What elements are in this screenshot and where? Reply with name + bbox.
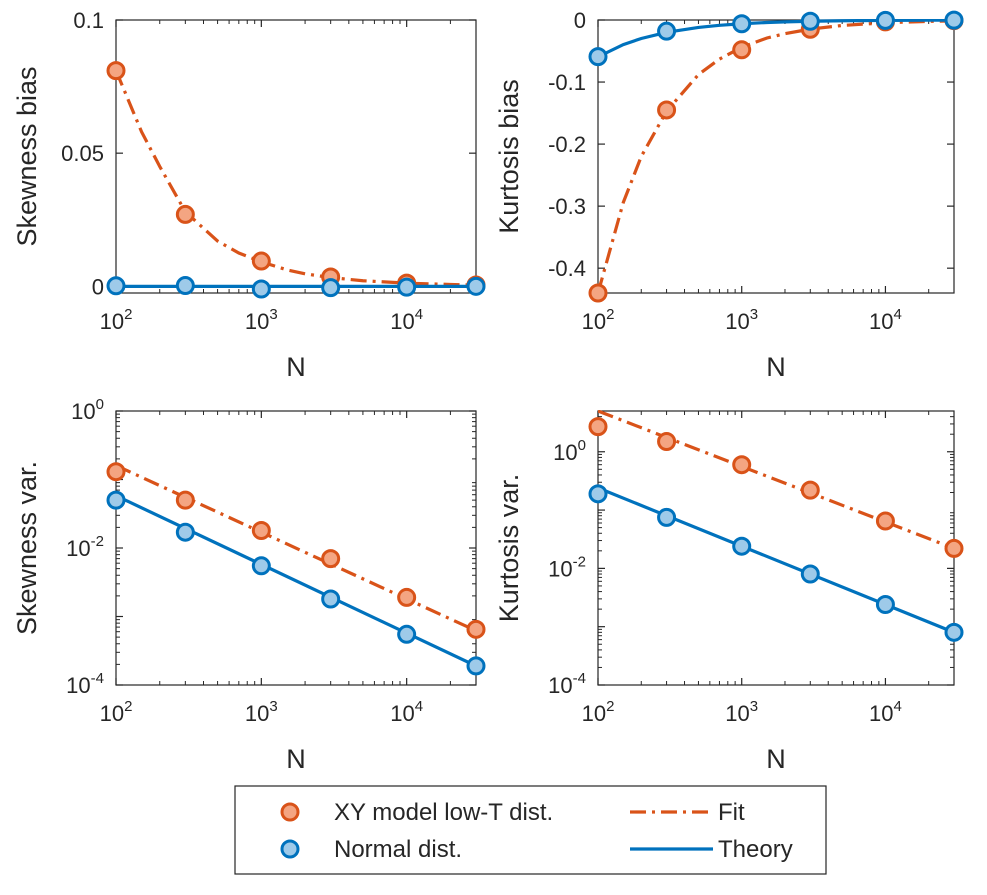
kurt-bias-xlabel: N	[766, 352, 786, 382]
xy-model-point	[251, 251, 271, 271]
normal-dist-point	[732, 14, 752, 34]
legend-xy-label: XY model low-T dist.	[334, 799, 553, 826]
y-tick-label: 10-2	[548, 553, 586, 581]
legend-box	[234, 785, 827, 875]
legend-theory-label: Theory	[718, 836, 793, 863]
normal-dist-point	[251, 556, 271, 576]
x-tick-label: 103	[245, 698, 278, 726]
y-tick-label: 0	[92, 274, 104, 299]
normal-dist-point	[321, 278, 341, 298]
normal-dist-point	[875, 595, 895, 615]
xy-model-point	[251, 521, 271, 541]
x-tick-label: 103	[245, 306, 278, 334]
x-tick-label: 102	[100, 698, 133, 726]
y-tick-label: -0.1	[548, 70, 586, 95]
skew-bias-xlabel: N	[286, 352, 306, 382]
normal-dist-point	[466, 276, 486, 296]
normal-dist-point	[175, 522, 195, 542]
skew-bias-axes-box	[115, 19, 477, 294]
normal-dist-point	[657, 21, 677, 41]
kurt-var-panel: 102 103 104 10-4 10-2 100 N Kurtosis var.	[494, 410, 964, 774]
normal-dist-point	[251, 279, 271, 299]
kurt-var-axes-box	[597, 410, 955, 686]
xy-model-point	[800, 480, 820, 500]
theory-line	[598, 19, 954, 59]
skew-var-xlabel: N	[286, 744, 306, 774]
xy-model-point	[397, 587, 417, 607]
skew-bias-panel: 102 103 104 0 0.05 0.1 N Skewness bias	[12, 8, 486, 382]
kurt-bias-ylabel: Kurtosis bias	[494, 79, 524, 234]
y-tick-label: 0.1	[73, 8, 104, 33]
y-tick-label: 10-4	[66, 670, 104, 698]
xy-model-point	[657, 100, 677, 120]
legend-xy-marker	[280, 802, 300, 822]
x-tick-label: 103	[725, 698, 758, 726]
fit-line	[116, 464, 476, 633]
kurt-bias-panel: 102 103 104 0 -0.1 -0.2 -0.3 -0.4 N Kurtosis bias	[494, 8, 964, 382]
normal-dist-point	[944, 622, 964, 642]
legend-normal-marker	[280, 839, 300, 859]
normal-dist-point	[175, 276, 195, 296]
legend-normal-label: Normal dist.	[334, 836, 462, 863]
y-tick-label: 0	[574, 8, 586, 33]
normal-dist-point	[106, 276, 126, 296]
normal-dist-point	[466, 656, 486, 676]
xy-model-point	[875, 511, 895, 531]
xy-model-point	[944, 538, 964, 558]
normal-dist-point	[321, 589, 341, 609]
xy-model-point	[106, 61, 126, 81]
normal-dist-point	[588, 47, 608, 67]
normal-dist-point	[732, 536, 752, 556]
legend: XY model low-T dist. Normal dist. Fit Th…	[234, 785, 827, 875]
normal-dist-point	[397, 624, 417, 644]
xy-model-point	[657, 431, 677, 451]
xy-model-point	[106, 462, 126, 482]
y-tick-label: -0.2	[548, 132, 586, 157]
xy-model-point	[175, 204, 195, 224]
skew-bias-ylabel: Skewness bias	[12, 66, 42, 246]
normal-dist-point	[657, 507, 677, 527]
y-tick-label: 10-4	[548, 670, 586, 698]
x-tick-label: 102	[582, 306, 615, 334]
normal-dist-point	[875, 10, 895, 30]
y-tick-label: -0.3	[548, 194, 586, 219]
x-tick-label: 104	[869, 698, 902, 726]
xy-model-point	[466, 619, 486, 639]
y-tick-label: 100	[553, 437, 586, 465]
kurt-var-xlabel: N	[766, 744, 786, 774]
y-tick-label: 0.05	[61, 141, 104, 166]
normal-dist-point	[944, 10, 964, 30]
x-tick-label: 103	[725, 306, 758, 334]
skew-var-ylabel: Skewness var.	[12, 461, 42, 635]
fit-line	[598, 19, 954, 294]
normal-dist-point	[106, 490, 126, 510]
normal-dist-point	[800, 11, 820, 31]
normal-dist-point	[800, 564, 820, 584]
normal-dist-point	[397, 277, 417, 297]
xy-model-point	[732, 40, 752, 60]
theory-line	[598, 486, 954, 634]
normal-dist-point	[588, 484, 608, 504]
y-tick-label: 10-2	[66, 533, 104, 561]
y-tick-label: 100	[71, 396, 104, 424]
kurt-bias-axes-box	[597, 19, 955, 294]
x-tick-label: 104	[390, 698, 423, 726]
xy-model-point	[175, 490, 195, 510]
xy-model-point	[588, 283, 608, 303]
x-tick-label: 102	[100, 306, 133, 334]
y-tick-label: -0.4	[548, 256, 586, 281]
x-tick-label: 104	[869, 306, 902, 334]
x-tick-label: 104	[390, 306, 423, 334]
xy-model-point	[588, 417, 608, 437]
fit-line	[598, 410, 954, 550]
legend-fit-label: Fit	[718, 799, 745, 826]
skew-var-panel: 102 103 104 10-4 10-2 100 N Skewness var.	[12, 396, 486, 774]
xy-model-point	[321, 549, 341, 569]
x-tick-label: 102	[582, 698, 615, 726]
fit-line	[116, 69, 476, 287]
kurt-var-ylabel: Kurtosis var.	[494, 474, 524, 623]
theory-line	[116, 494, 476, 668]
xy-model-point	[732, 455, 752, 475]
